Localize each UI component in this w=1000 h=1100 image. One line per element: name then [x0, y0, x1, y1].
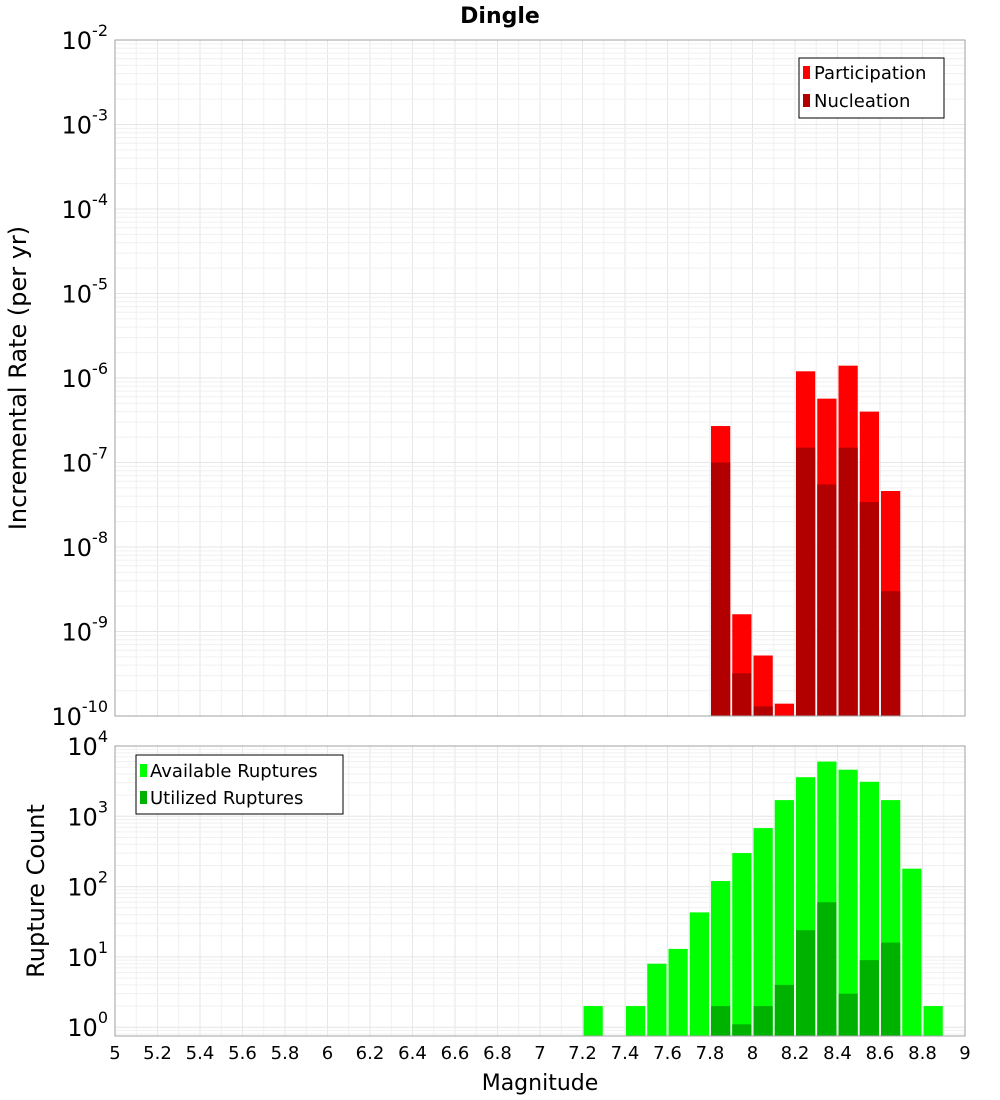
legend-label-utilized: Utilized Ruptures	[150, 788, 303, 809]
bar-available-ruptures	[689, 912, 709, 1036]
bar-nucleation	[711, 462, 731, 716]
bar-utilized-ruptures	[838, 993, 858, 1036]
y-tick-label: 10-10	[51, 697, 108, 731]
legend-swatch-utilized	[140, 791, 147, 804]
bar-nucleation	[859, 502, 879, 716]
x-tick-label: 7.6	[653, 1043, 682, 1064]
x-tick-label: 7.4	[611, 1043, 640, 1064]
x-tick-label: 8	[747, 1043, 758, 1064]
legend-swatch-nucleation	[803, 94, 810, 107]
legend-label-participation: Participation	[814, 63, 926, 84]
y-tick-label: 103	[67, 797, 108, 831]
x-tick-label: 5.6	[228, 1043, 257, 1064]
x-tick-label: 8.8	[908, 1043, 937, 1064]
x-tick-label: 7.2	[568, 1043, 597, 1064]
x-tick-label: 7	[534, 1043, 545, 1064]
bar-utilized-ruptures	[732, 1024, 752, 1036]
y-tick-label: 10-8	[62, 528, 109, 562]
bar-available-ruptures	[668, 948, 688, 1036]
y-tick-label: 10-6	[62, 359, 109, 393]
bottom-y-axis-label: Rupture Count	[22, 804, 50, 978]
bar-nucleation	[732, 673, 752, 716]
top-y-axis-label: Incremental Rate (per yr)	[4, 226, 32, 530]
chart-title: Dingle	[460, 4, 540, 29]
legend-swatch-participation	[803, 66, 810, 79]
top-legend: Participation Nucleation	[798, 57, 945, 119]
bar-utilized-ruptures	[711, 1006, 731, 1036]
y-tick-label: 10-4	[62, 190, 109, 224]
x-tick-label: 6.2	[356, 1043, 385, 1064]
x-tick-labels: 5 5.2 5.4 5.6 5.8 6 6.2 6.4 6.6 6.8 7 7.2 7.4 7.6 7.8 8…	[109, 1043, 970, 1064]
bar-available-ruptures	[923, 1006, 943, 1036]
bar-available-ruptures	[647, 963, 667, 1036]
bar-participation	[774, 703, 794, 716]
legend-label-available: Available Ruptures	[150, 761, 318, 782]
bar-nucleation	[881, 591, 901, 716]
y-tick-label: 10-2	[62, 21, 109, 55]
legend-swatch-available	[140, 764, 147, 777]
x-tick-label: 6.4	[398, 1043, 427, 1064]
y-tick-label: 10-9	[62, 613, 109, 647]
x-tick-label: 8.2	[781, 1043, 810, 1064]
x-tick-label: 6.6	[441, 1043, 470, 1064]
bar-available-ruptures	[838, 769, 858, 1036]
bar-utilized-ruptures	[796, 930, 816, 1036]
x-tick-label: 9	[959, 1043, 970, 1064]
bar-nucleation	[817, 484, 837, 716]
bar-available-ruptures	[732, 853, 752, 1036]
top-legend-box	[798, 57, 945, 119]
bar-utilized-ruptures	[859, 960, 879, 1036]
bar-available-ruptures	[583, 1006, 603, 1036]
bottom-legend-box	[135, 754, 344, 815]
y-tick-label: 100	[67, 1008, 108, 1042]
bar-utilized-ruptures	[774, 984, 794, 1036]
bar-nucleation	[838, 447, 858, 716]
bottom-frame	[114, 745, 966, 1037]
bar-available-ruptures	[902, 868, 922, 1036]
x-tick-label: 6.8	[483, 1043, 512, 1064]
x-tick-label: 8.4	[823, 1043, 852, 1064]
y-tick-label: 10-7	[62, 444, 109, 478]
bar-available-ruptures	[626, 1006, 646, 1036]
top-bars	[711, 365, 901, 716]
x-tick-label: 5.8	[271, 1043, 300, 1064]
x-tick-label: 5	[109, 1043, 120, 1064]
bottom-legend: Available Ruptures Utilized Ruptures	[135, 754, 344, 815]
top-y-ticks: 10-2 10-3 10-4 10-5 10-6 10-7 10-8 10-9 10-10	[51, 21, 108, 731]
y-tick-label: 101	[67, 938, 108, 972]
x-tick-label: 5.4	[186, 1043, 215, 1064]
bar-available-ruptures	[753, 828, 773, 1036]
bar-nucleation	[796, 447, 816, 716]
bottom-y-ticks: 104 103 102 101 100	[67, 727, 108, 1042]
bar-available-ruptures	[711, 881, 731, 1036]
y-tick-label: 10-5	[62, 275, 109, 309]
x-tick-label: 7.8	[696, 1043, 725, 1064]
legend-label-nucleation: Nucleation	[814, 91, 910, 112]
bar-utilized-ruptures	[817, 902, 837, 1036]
bar-utilized-ruptures	[881, 942, 901, 1036]
bar-nucleation	[753, 706, 773, 716]
bar-available-ruptures	[774, 800, 794, 1036]
y-tick-label: 10-3	[62, 106, 109, 140]
top-frame	[114, 39, 966, 717]
x-tick-label: 6	[322, 1043, 333, 1064]
x-tick-label: 5.2	[143, 1043, 172, 1064]
bottom-bars	[583, 761, 943, 1036]
y-tick-label: 102	[67, 868, 108, 902]
bar-utilized-ruptures	[753, 1006, 773, 1036]
bottom-panel: 104 103 102 101 100 Rupture Count Available …	[22, 727, 966, 1042]
y-tick-label: 104	[67, 727, 108, 761]
x-tick-label: 8.6	[866, 1043, 895, 1064]
x-axis-label: Magnitude	[482, 1071, 599, 1096]
top-grid	[114, 39, 966, 717]
bar-participation	[753, 655, 773, 716]
top-panel: 10-2 10-3 10-4 10-5 10-6 10-7 10-8 10-9 10-10 In…	[4, 21, 966, 731]
